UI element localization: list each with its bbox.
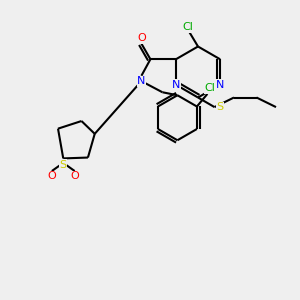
Text: N: N	[172, 80, 180, 90]
Text: O: O	[137, 33, 146, 43]
Text: Cl: Cl	[182, 22, 193, 32]
Text: S: S	[60, 160, 67, 170]
Text: O: O	[47, 171, 56, 182]
Text: O: O	[70, 171, 79, 182]
Text: N: N	[137, 76, 146, 86]
Text: Cl: Cl	[204, 83, 215, 94]
Text: S: S	[216, 102, 224, 112]
Text: N: N	[216, 80, 224, 90]
